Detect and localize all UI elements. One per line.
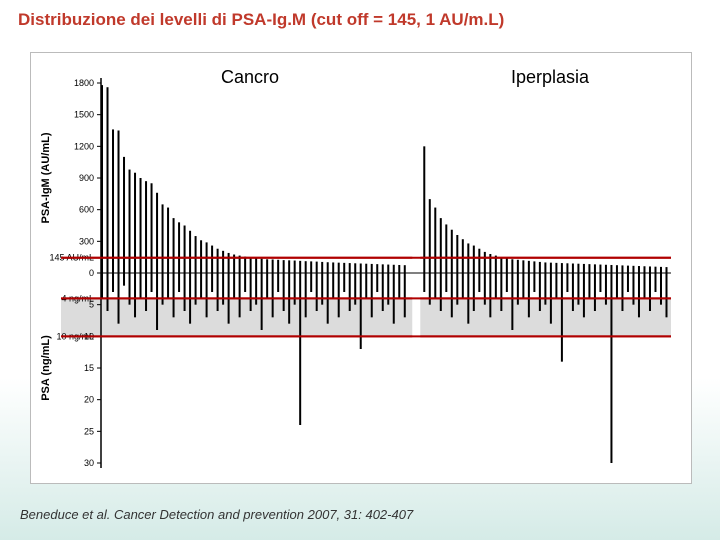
- svg-text:PSA (ng/mL): PSA (ng/mL): [40, 335, 52, 401]
- page-title: Distribuzione dei levelli di PSA-Ig.M (c…: [18, 10, 504, 30]
- svg-text:15: 15: [84, 363, 94, 373]
- svg-text:900: 900: [79, 173, 94, 183]
- svg-text:600: 600: [79, 205, 94, 215]
- svg-text:1200: 1200: [74, 141, 94, 151]
- svg-text:PSA-IgM (AU/mL): PSA-IgM (AU/mL): [40, 132, 52, 223]
- chart-plot: 030060090012001500180051015202530145 AU/…: [101, 73, 671, 473]
- svg-text:0: 0: [89, 268, 94, 278]
- chart-container: Cancro Iperplasia 0300600900120015001800…: [30, 52, 692, 484]
- svg-text:30: 30: [84, 458, 94, 468]
- svg-text:300: 300: [79, 236, 94, 246]
- svg-text:1800: 1800: [74, 78, 94, 88]
- svg-text:25: 25: [84, 426, 94, 436]
- svg-text:1500: 1500: [74, 110, 94, 120]
- citation-text: Beneduce et al. Cancer Detection and pre…: [20, 507, 413, 522]
- svg-text:20: 20: [84, 395, 94, 405]
